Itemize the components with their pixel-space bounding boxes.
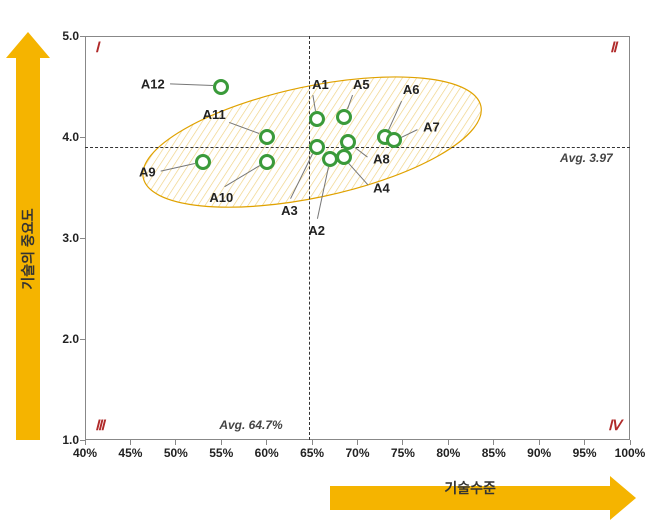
x-tick — [312, 440, 313, 445]
point-label: A12 — [141, 77, 165, 92]
avg-x-line — [309, 36, 310, 440]
x-tick-label: 75% — [391, 446, 415, 460]
data-point — [195, 154, 211, 170]
x-tick-label: 65% — [300, 446, 324, 460]
x-tick — [130, 440, 131, 445]
point-label: A6 — [403, 82, 420, 97]
x-tick-label: 85% — [482, 446, 506, 460]
x-tick-label: 55% — [209, 446, 233, 460]
data-point — [336, 109, 352, 125]
x-tick-label: 45% — [118, 446, 142, 460]
avg-y-label: Avg. 3.97 — [560, 151, 613, 165]
y-axis-label: 기술의 중요도 — [18, 208, 38, 289]
chart-container: { "chart": { "type": "scatter", "backgro… — [0, 0, 659, 524]
quadrant-1-label: Ⅰ — [95, 40, 99, 57]
x-tick-label: 100% — [615, 446, 646, 460]
point-label: A2 — [308, 223, 325, 238]
x-tick-label: 80% — [436, 446, 460, 460]
point-label: A8 — [373, 152, 390, 167]
point-label: A7 — [423, 119, 440, 134]
point-label: A10 — [209, 190, 233, 205]
x-tick — [357, 440, 358, 445]
data-point — [309, 111, 325, 127]
avg-x-label: Avg. 64.7% — [219, 418, 282, 432]
y-tick-label: 4.0 — [62, 130, 79, 144]
x-arrow-head-icon — [610, 476, 636, 520]
x-tick-label: 50% — [164, 446, 188, 460]
y-tick-label: 2.0 — [62, 332, 79, 346]
point-label: A9 — [139, 165, 156, 180]
point-label: A4 — [373, 180, 390, 195]
data-point — [386, 132, 402, 148]
quadrant-4-label: Ⅳ — [608, 418, 621, 435]
x-tick-label: 90% — [527, 446, 551, 460]
point-label: A1 — [312, 77, 329, 92]
point-label: A3 — [281, 203, 298, 218]
x-tick — [539, 440, 540, 445]
quadrant-2-label: Ⅱ — [610, 40, 617, 57]
cluster-ellipse — [85, 36, 630, 440]
y-tick-label: 5.0 — [62, 29, 79, 43]
point-label: A5 — [353, 77, 370, 92]
data-point — [259, 129, 275, 145]
x-tick — [402, 440, 403, 445]
data-point — [259, 154, 275, 170]
x-tick — [85, 440, 86, 445]
data-point — [213, 79, 229, 95]
x-tick-label: 40% — [73, 446, 97, 460]
x-tick — [266, 440, 267, 445]
data-point — [340, 134, 356, 150]
x-tick — [448, 440, 449, 445]
x-tick — [493, 440, 494, 445]
data-point — [336, 149, 352, 165]
x-tick-label: 70% — [345, 446, 369, 460]
x-axis-label: 기술수준 — [444, 478, 496, 498]
x-tick — [175, 440, 176, 445]
y-tick-label: 1.0 — [62, 433, 79, 447]
x-tick-label: 60% — [255, 446, 279, 460]
y-arrow-head-icon — [6, 32, 50, 58]
y-tick-label: 3.0 — [62, 231, 79, 245]
point-label: A11 — [203, 107, 226, 122]
x-tick — [584, 440, 585, 445]
quadrant-3-label: Ⅲ — [95, 418, 105, 435]
x-tick — [221, 440, 222, 445]
data-point — [309, 139, 325, 155]
x-tick-label: 95% — [573, 446, 597, 460]
x-tick — [630, 440, 631, 445]
